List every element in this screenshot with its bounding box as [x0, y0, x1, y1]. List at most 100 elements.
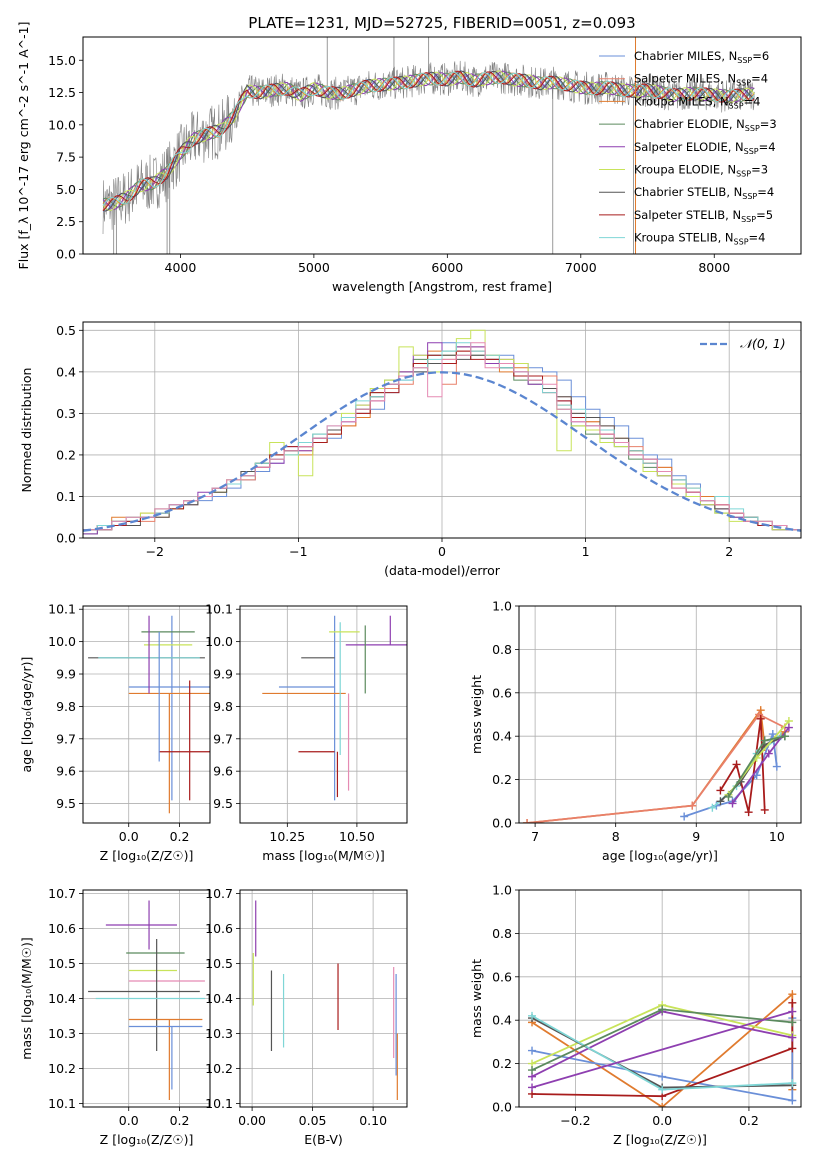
data-point: [764, 749, 773, 758]
panel-residuals: −2 −1 0 1 2 0.0 0.1 0.2 0.3 0.4 0.5 (data-model)/er…: [19, 321, 802, 578]
x-tick-label: 0.00: [238, 1113, 266, 1128]
y-tick-label: 0.4: [492, 1013, 512, 1028]
data-point: [528, 1066, 537, 1075]
data-point: [788, 998, 797, 1007]
y-tick-label: 0.2: [492, 772, 512, 787]
x-axis-label: E(B-V): [304, 1132, 343, 1147]
y-tick-label: 9.9: [213, 667, 233, 682]
x-tick-label: −2: [146, 544, 164, 559]
legend-label: Salpeter MILES, NSSP=4: [634, 72, 768, 88]
legend-label: Chabrier ELODIE, NSSP=3: [634, 117, 777, 133]
data-point: [724, 792, 733, 801]
legend-label-sub: SSP: [745, 124, 760, 133]
x-tick-label: 10.25: [269, 829, 305, 844]
normal-curve: [83, 371, 801, 532]
legend-label-suffix: =4: [759, 140, 776, 154]
y-tick-label: 0.0: [492, 1100, 512, 1115]
data-point: [658, 1085, 667, 1094]
x-tick-label: 7000: [565, 260, 597, 275]
model-line: [102, 70, 755, 211]
data-point: [523, 819, 532, 823]
y-axis-label: Flux [f_λ 10^-17 erg cm^-2 s^-1 A^-1]: [16, 22, 31, 270]
data-point: [788, 990, 797, 999]
legend-label: Chabrier STELIB, NSSP=4: [634, 185, 774, 201]
y-tick-label: 10.3: [205, 1026, 233, 1041]
mass-weight-line: [531, 1010, 793, 1089]
x-tick-label: 7: [531, 829, 539, 844]
x-tick-label: 8: [612, 829, 620, 844]
axes-frame: [82, 889, 211, 1108]
data-point: [756, 714, 765, 723]
y-tick-label: 12.5: [48, 85, 76, 100]
data-point: [788, 1007, 797, 1016]
legend-label-suffix: =3: [760, 117, 777, 131]
x-axis-label: (data-model)/error: [384, 563, 501, 578]
data-point: [716, 786, 725, 795]
y-tick-label: 9.5: [56, 796, 76, 811]
legend-label: 𝒩(0, 1): [740, 336, 786, 351]
y-axis-label: mass [log₁₀(M/M☉)]: [19, 937, 34, 1059]
model-line: [102, 71, 755, 206]
y-tick-label: 2.5: [56, 214, 76, 229]
x-tick-label: 8000: [698, 260, 730, 275]
y-tick-label: 7.5: [56, 150, 76, 165]
y-tick-label: 0.0: [492, 816, 512, 831]
legend-label-suffix: =5: [756, 208, 773, 222]
plot-area: [523, 706, 793, 823]
legend-label: Kroupa ELODIE, NSSP=3: [634, 163, 768, 179]
x-tick-label: −0.2: [560, 1113, 590, 1128]
y-tick-label: 10.6: [205, 921, 233, 936]
data-point: [788, 1018, 797, 1027]
plot-area: [83, 329, 801, 538]
axes-frame: [239, 889, 408, 1108]
panel-mass-vs-ebv: 0.00 0.05 0.10 10.1 10.2 10.3 10.4 10.5 10.6 10.7…: [205, 886, 408, 1147]
data-point: [788, 1096, 797, 1105]
plot-area: [88, 615, 210, 814]
x-tick-label: 0.2: [170, 829, 190, 844]
x-tick-label: 9: [692, 829, 700, 844]
y-tick-label: 0.8: [492, 926, 512, 941]
y-tick-label: 10.6: [48, 921, 76, 936]
data-point: [658, 1103, 667, 1107]
mass-weight-line: [527, 713, 786, 823]
y-tick-label: 15.0: [48, 53, 76, 68]
legend-label-sub: SSP: [737, 56, 752, 65]
x-axis-label: Z [log₁₀(Z/Z☉)]: [100, 848, 194, 863]
x-tick-label: 0.0: [119, 1113, 139, 1128]
legend-label: Salpeter STELIB, NSSP=5: [634, 208, 773, 224]
y-tick-label: 9.8: [213, 699, 233, 714]
plot-area: [102, 37, 755, 254]
legend-label-suffix: =6: [752, 49, 769, 63]
y-tick-label: 10.1: [205, 602, 233, 617]
y-tick-label: 10.1: [48, 1096, 76, 1111]
data-point: [728, 799, 737, 808]
y-tick-label: 0.3: [56, 406, 76, 421]
y-tick-label: 0.2: [492, 1056, 512, 1071]
panel-age-vs-mass: 10.25 10.50 9.5 9.6 9.7 9.8 9.9 10.0 10.1 mass [l…: [205, 602, 408, 863]
y-tick-label: 10.4: [48, 991, 76, 1006]
data-point: [708, 803, 717, 812]
y-tick-label: 10.1: [48, 602, 76, 617]
data-point: [528, 1011, 537, 1020]
data-point: [732, 760, 741, 769]
plot-area: [528, 990, 797, 1107]
y-tick-label: 0.4: [56, 364, 76, 379]
mass-weight-line: [531, 1018, 794, 1102]
panel-mass-weight-vs-Z: −0.2 0.0 0.2 0.0 0.2 0.4 0.6 0.8 1.0 Z [log₁₀(Z/Z…: [469, 883, 802, 1147]
data-point: [788, 1044, 797, 1053]
histogram-series: [83, 342, 801, 538]
x-tick-label: −1: [289, 544, 307, 559]
legend-label-sub: SSP: [734, 238, 749, 247]
axes-frame: [239, 605, 408, 824]
x-tick-label: 0.05: [299, 1113, 327, 1128]
data-point: [688, 801, 697, 810]
y-tick-label: 0.1: [56, 489, 76, 504]
x-tick-label: 4000: [165, 260, 197, 275]
legend-label: Kroupa MILES, NSSP=4: [634, 94, 760, 110]
figure-title: PLATE=1231, MJD=52725, FIBERID=0051, z=0…: [248, 14, 635, 32]
legend-label: Chabrier MILES, NSSP=6: [634, 49, 769, 65]
plot-area: [88, 900, 205, 1100]
data-point: [680, 812, 689, 821]
y-axis-label: mass weight: [469, 959, 484, 1038]
